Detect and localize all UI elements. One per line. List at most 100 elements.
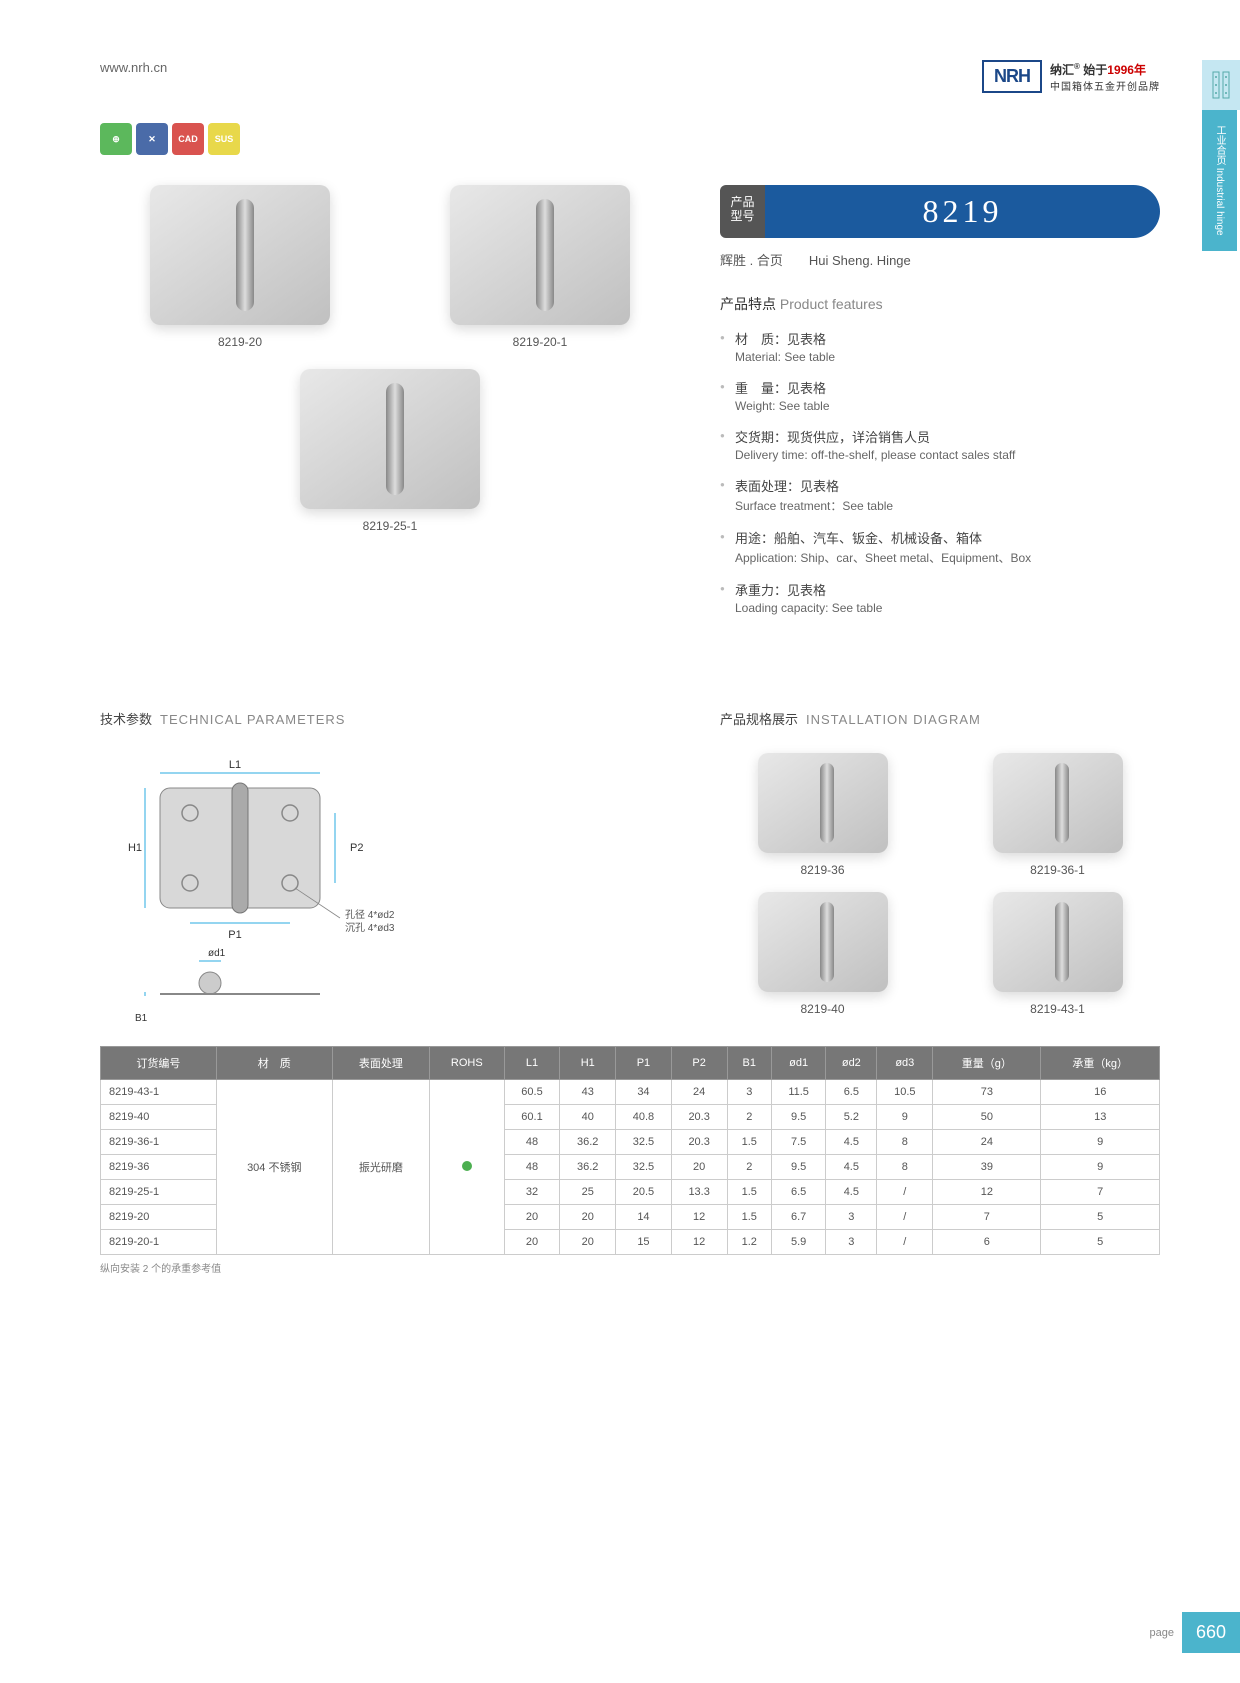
cell: 8 bbox=[877, 1130, 933, 1155]
model-header: 产品型号 8219 bbox=[720, 185, 1160, 238]
subtitle-cn: 辉胜 . 合页 bbox=[720, 253, 783, 268]
cell: 12 bbox=[671, 1205, 727, 1230]
cell: 5 bbox=[1041, 1205, 1160, 1230]
cell: / bbox=[877, 1180, 933, 1205]
cell: 4.5 bbox=[826, 1130, 877, 1155]
cell: 6.5 bbox=[826, 1080, 877, 1105]
cell: 8219-20 bbox=[101, 1205, 217, 1230]
feature-cn: 交货期：现货供应，详洽销售人员 bbox=[735, 427, 1160, 446]
product-item: 8219-25-1 bbox=[100, 369, 680, 533]
dim-P1: P1 bbox=[228, 929, 241, 941]
feature-item: 用途：船舶、汽车、钣金、机械设备、箱体Application: Ship、car… bbox=[720, 528, 1160, 566]
cell: 20 bbox=[560, 1230, 616, 1255]
table-header: 重量（g） bbox=[933, 1047, 1041, 1080]
table-header: ød3 bbox=[877, 1047, 933, 1080]
subtitle-en: Hui Sheng. Hinge bbox=[809, 253, 911, 268]
cell: 7 bbox=[933, 1205, 1041, 1230]
cell: 8219-20-1 bbox=[101, 1230, 217, 1255]
feature-en: Delivery time: off-the-shelf, please con… bbox=[735, 448, 1160, 462]
table-header: ROHS bbox=[429, 1047, 504, 1080]
cell: 20 bbox=[560, 1205, 616, 1230]
dim-L1: L1 bbox=[229, 759, 241, 771]
cell: 3 bbox=[826, 1205, 877, 1230]
hinge-image bbox=[300, 369, 480, 509]
table-header: 表面处理 bbox=[332, 1047, 429, 1080]
brand-subtitle: 中国箱体五金开创品牌 bbox=[1050, 78, 1160, 93]
side-tab-icon bbox=[1202, 60, 1240, 110]
cell: 8219-36-1 bbox=[101, 1130, 217, 1155]
feature-item: 承重力：见表格Loading capacity: See table bbox=[720, 580, 1160, 615]
cell: 34 bbox=[616, 1080, 672, 1105]
cell: 7 bbox=[1041, 1180, 1160, 1205]
cell: 3 bbox=[826, 1230, 877, 1255]
dim-od1: ød1 bbox=[208, 948, 226, 959]
product-label: 8219-20-1 bbox=[400, 335, 680, 349]
table-header: P1 bbox=[616, 1047, 672, 1080]
page-footer: page 660 bbox=[1149, 1612, 1240, 1653]
feature-en: Application: Ship、car、Sheet metal、Equipm… bbox=[735, 549, 1160, 566]
table-header: ød1 bbox=[772, 1047, 826, 1080]
page-number: 660 bbox=[1182, 1612, 1240, 1653]
table-header: H1 bbox=[560, 1047, 616, 1080]
cell: 8219-36 bbox=[101, 1155, 217, 1180]
dim-B1: B1 bbox=[135, 1013, 148, 1024]
install-label: 8219-36-1 bbox=[955, 863, 1160, 877]
cell: 8219-25-1 bbox=[101, 1180, 217, 1205]
cell: 9 bbox=[1041, 1155, 1160, 1180]
page-label: page bbox=[1149, 1627, 1173, 1639]
cell: 32 bbox=[504, 1180, 560, 1205]
cell: 8219-43-1 bbox=[101, 1080, 217, 1105]
cell: 2 bbox=[727, 1105, 772, 1130]
cell: 16 bbox=[1041, 1080, 1160, 1105]
cell: 25 bbox=[560, 1180, 616, 1205]
cell: 1.5 bbox=[727, 1205, 772, 1230]
table-header: 承重（kg） bbox=[1041, 1047, 1160, 1080]
year: 1996年 bbox=[1107, 63, 1146, 77]
feature-item: 材 质：见表格Material: See table bbox=[720, 329, 1160, 364]
cell: 14 bbox=[616, 1205, 672, 1230]
feature-en: Loading capacity: See table bbox=[735, 601, 1160, 615]
cell: 3 bbox=[727, 1080, 772, 1105]
cell: 39 bbox=[933, 1155, 1041, 1180]
model-number: 8219 bbox=[765, 185, 1160, 238]
cell: 20 bbox=[671, 1155, 727, 1180]
hinge-image bbox=[758, 753, 888, 853]
feature-en: Surface treatment：See table bbox=[735, 497, 1160, 514]
dim-note2: 沉孔 4*ød3 bbox=[345, 921, 395, 934]
feature-item: 表面处理：见表格Surface treatment：See table bbox=[720, 476, 1160, 514]
table-header: B1 bbox=[727, 1047, 772, 1080]
cell: 5.2 bbox=[826, 1105, 877, 1130]
cell: 12 bbox=[933, 1180, 1041, 1205]
table-header: 材 质 bbox=[216, 1047, 332, 1080]
hinge-image bbox=[450, 185, 630, 325]
table-header: L1 bbox=[504, 1047, 560, 1080]
spec-table-section: 订货编号材 质表面处理ROHSL1H1P1P2B1ød1ød2ød3重量（g）承… bbox=[100, 1046, 1160, 1275]
features-title-en: Product features bbox=[780, 296, 883, 312]
product-item: 8219-20 bbox=[100, 185, 380, 349]
cell: 15 bbox=[616, 1230, 672, 1255]
install-item: 8219-36 bbox=[720, 753, 925, 877]
cell: / bbox=[877, 1205, 933, 1230]
cell: 2 bbox=[727, 1155, 772, 1180]
since-label: 始于 bbox=[1083, 63, 1107, 77]
cell: 1.2 bbox=[727, 1230, 772, 1255]
install-title-en: INSTALLATION DIAGRAM bbox=[806, 712, 981, 727]
feature-item: 交货期：现货供应，详洽销售人员 Delivery time: off-the-sh… bbox=[720, 427, 1160, 462]
logo: NRH bbox=[982, 60, 1042, 93]
badge-sus: SUS bbox=[208, 123, 240, 155]
cell: 6.5 bbox=[772, 1180, 826, 1205]
cell: 43 bbox=[560, 1080, 616, 1105]
install-item: 8219-36-1 bbox=[955, 753, 1160, 877]
model-subtitle: 辉胜 . 合页 Hui Sheng. Hinge bbox=[720, 250, 1160, 269]
install-item: 8219-40 bbox=[720, 892, 925, 1016]
tech-title: 技术参数TECHNICAL PARAMETERS bbox=[100, 709, 660, 728]
brand-block: NRH 纳汇® 始于1996年 中国箱体五金开创品牌 bbox=[982, 60, 1160, 93]
cell: 20.3 bbox=[671, 1105, 727, 1130]
cell: 60.1 bbox=[504, 1105, 560, 1130]
cell: 13.3 bbox=[671, 1180, 727, 1205]
features-title: 产品特点 Product features bbox=[720, 294, 1160, 314]
cell: 9.5 bbox=[772, 1155, 826, 1180]
dim-P2: P2 bbox=[350, 842, 363, 854]
dim-H1: H1 bbox=[128, 842, 142, 854]
feature-en: Material: See table bbox=[735, 350, 1160, 364]
